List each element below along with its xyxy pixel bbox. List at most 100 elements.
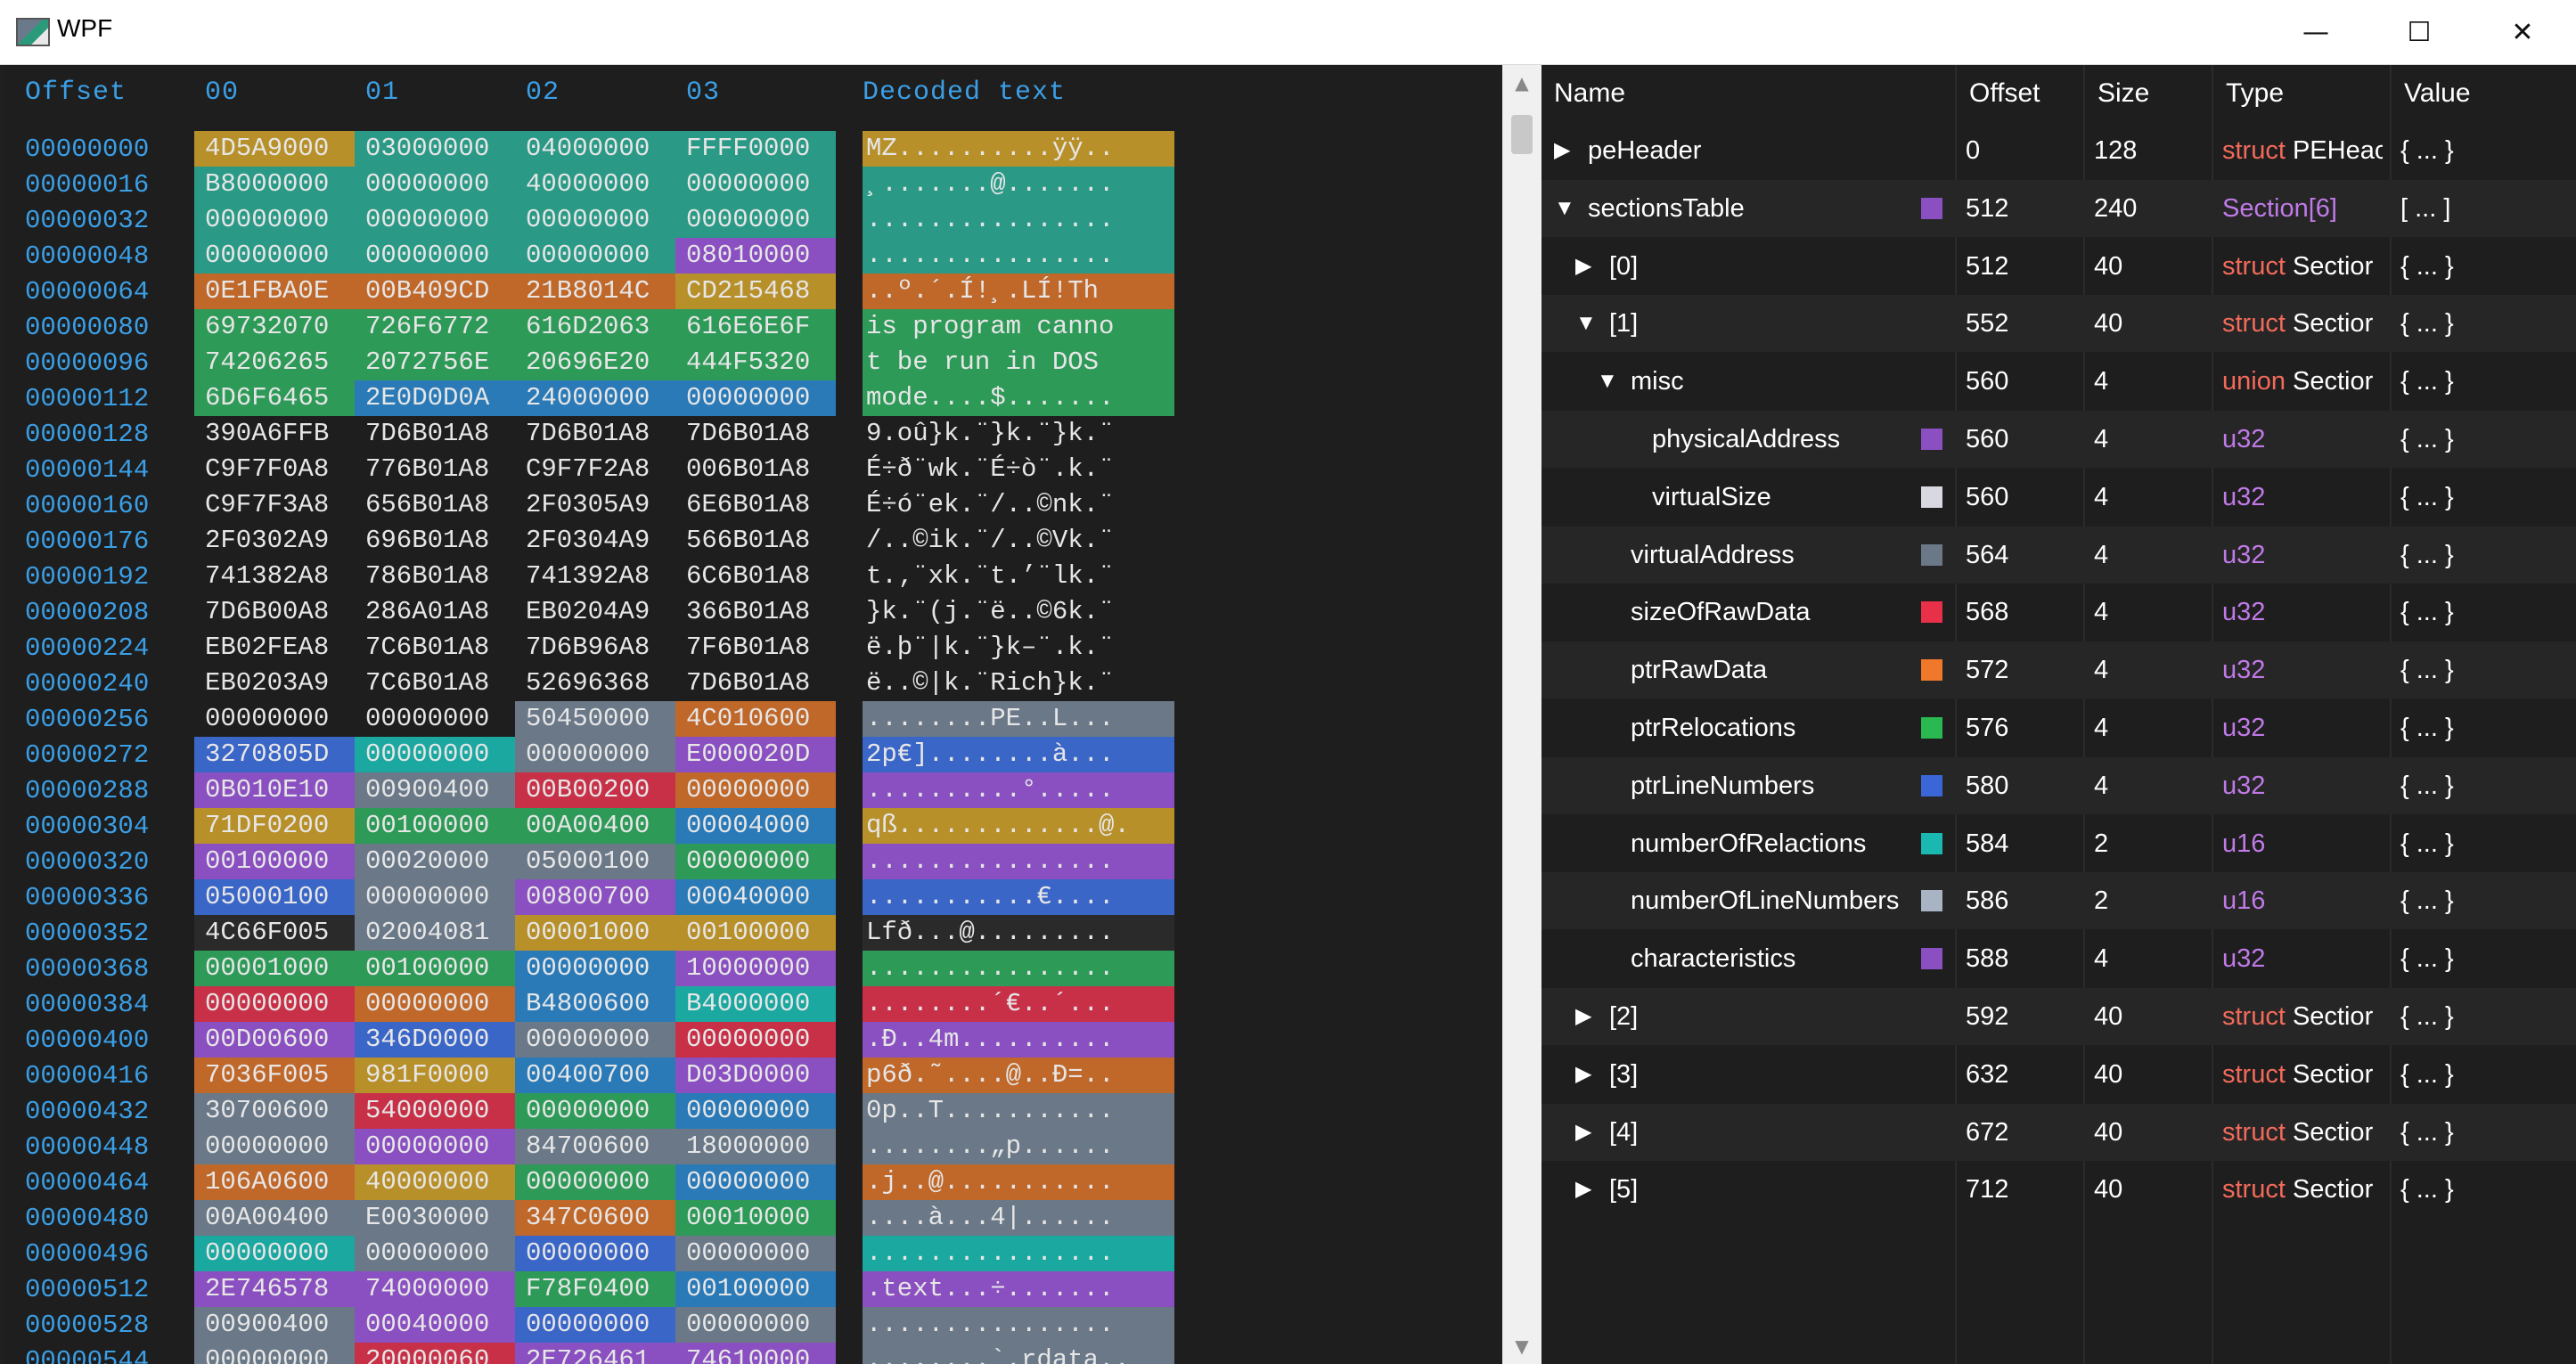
decoded-text[interactable]: ë..©|k.¨Rich}k.¨: [866, 668, 1115, 698]
decoded-text[interactable]: 2p€]........à...: [863, 737, 1174, 772]
maximize-button[interactable]: ☐: [2407, 16, 2432, 48]
tree-row[interactable]: physicalAddress 560 4 u32 { ... }: [1542, 411, 2576, 468]
hex-cell[interactable]: F78F0400: [515, 1271, 675, 1307]
hex-cell[interactable]: 40000000: [515, 167, 675, 202]
hex-cell[interactable]: 00000000: [675, 167, 836, 202]
hex-cell[interactable]: 0B010E10: [194, 772, 355, 808]
decoded-text[interactable]: ........PE..L...: [863, 701, 1174, 737]
hex-cell[interactable]: 30700600: [194, 1093, 355, 1129]
hex-cell[interactable]: 74000000: [355, 1271, 515, 1307]
decoded-text[interactable]: ........`.rdata..: [863, 1343, 1174, 1364]
decoded-text[interactable]: ................: [863, 844, 1174, 879]
hex-cell[interactable]: 00000000: [675, 1093, 836, 1129]
hex-cell[interactable]: 00000000: [355, 879, 515, 915]
hex-cell[interactable]: 00900400: [194, 1307, 355, 1343]
hex-cell[interactable]: 00100000: [194, 844, 355, 879]
hex-cell[interactable]: 4C66F005: [194, 915, 355, 951]
hex-cell[interactable]: 566B01A8: [686, 526, 811, 555]
tree-row[interactable]: ▼ sectionsTable 512 240 Section[6] [ ... ]: [1542, 179, 2576, 237]
hex-cell[interactable]: 00000000: [515, 1236, 675, 1271]
decoded-text[interactable]: É÷ð¨wk.¨É÷ò¨.k.¨: [866, 454, 1115, 484]
decoded-text[interactable]: ¸.......@.......: [863, 167, 1174, 202]
hex-cell[interactable]: 2E726461: [515, 1343, 675, 1364]
hex-cell[interactable]: 50450000: [515, 701, 675, 737]
hex-cell[interactable]: 786B01A8: [365, 561, 490, 591]
hex-cell[interactable]: 02004081: [355, 915, 515, 951]
hex-cell[interactable]: 24000000: [515, 380, 675, 416]
hex-cell[interactable]: 390A6FFB: [205, 419, 330, 448]
hex-cell[interactable]: 726F6772: [355, 309, 515, 345]
expand-icon[interactable]: ▶: [1575, 253, 1592, 278]
hex-scrollbar[interactable]: ▲ ▼: [1502, 65, 1542, 1364]
decoded-text[interactable]: ................: [863, 238, 1174, 274]
hex-cell[interactable]: C9F7F2A8: [526, 454, 650, 484]
hex-cell[interactable]: 346D0000: [355, 1022, 515, 1058]
hex-cell[interactable]: 6C6B01A8: [686, 561, 811, 591]
hex-cell[interactable]: 00000000: [675, 1236, 836, 1271]
hex-cell[interactable]: FFFF0000: [675, 131, 836, 167]
decoded-text[interactable]: Lfð...@.........: [863, 915, 1174, 951]
scroll-up-icon[interactable]: ▲: [1515, 72, 1529, 94]
hex-cell[interactable]: 00000000: [515, 737, 675, 772]
tree-row[interactable]: ▼ misc 560 4 union Sectior { ... }: [1542, 353, 2576, 410]
hex-cell[interactable]: 00000000: [675, 1307, 836, 1343]
hex-cell[interactable]: 00000000: [515, 202, 675, 238]
hex-cell[interactable]: 6E6B01A8: [686, 490, 811, 519]
pattern-tree[interactable]: Name Offset Size Type Value ▶ peHeader 0 12…: [1542, 65, 2576, 1364]
expand-icon[interactable]: ▶: [1575, 1004, 1592, 1028]
hex-cell[interactable]: 00000000: [194, 1343, 355, 1364]
decoded-text[interactable]: ................: [863, 1236, 1174, 1271]
hex-cell[interactable]: 00100000: [355, 808, 515, 844]
tree-row[interactable]: ▶ [3] 632 40 struct Sectior { ... }: [1542, 1046, 2576, 1103]
hex-cell[interactable]: 00000000: [355, 986, 515, 1022]
decoded-text[interactable]: ë.þ¨|k.¨}k–¨.k.¨: [866, 633, 1115, 662]
hex-cell[interactable]: 00100000: [675, 915, 836, 951]
hex-cell[interactable]: 00010000: [675, 1200, 836, 1236]
tree-row[interactable]: characteristics 588 4 u32 { ... }: [1542, 930, 2576, 987]
hex-cell[interactable]: C9F7F0A8: [205, 454, 330, 484]
hex-cell[interactable]: 00800700: [515, 879, 675, 915]
decoded-text[interactable]: .text...÷.......: [863, 1271, 1174, 1307]
hex-cell[interactable]: 00020000: [355, 844, 515, 879]
decoded-text[interactable]: ........´€..´...: [863, 986, 1174, 1022]
minimize-button[interactable]: —: [2302, 16, 2329, 48]
hex-cell[interactable]: 00000000: [675, 844, 836, 879]
hex-cell[interactable]: 05000100: [194, 879, 355, 915]
hex-cell[interactable]: 006B01A8: [686, 454, 811, 484]
hex-cell[interactable]: 10000000: [675, 951, 836, 986]
hex-cell[interactable]: 741392A8: [526, 561, 650, 591]
hex-cell[interactable]: 981F0000: [355, 1058, 515, 1093]
tree-row[interactable]: virtualAddress 564 4 u32 { ... }: [1542, 526, 2576, 584]
hex-cell[interactable]: D03D0000: [675, 1058, 836, 1093]
hex-cell[interactable]: 616E6E6F: [675, 309, 836, 345]
expand-icon[interactable]: ▶: [1575, 1177, 1592, 1202]
hex-cell[interactable]: 00000000: [355, 202, 515, 238]
hex-cell[interactable]: 656B01A8: [365, 490, 490, 519]
scroll-thumb[interactable]: [1511, 115, 1533, 154]
hex-cell[interactable]: 2E0D0D0A: [355, 380, 515, 416]
hex-cell[interactable]: B4000000: [675, 986, 836, 1022]
decoded-text[interactable]: qß.............@.: [863, 808, 1174, 844]
hex-cell[interactable]: B8000000: [194, 167, 355, 202]
hex-cell[interactable]: 04000000: [515, 131, 675, 167]
hex-cell[interactable]: 2F0302A9: [205, 526, 330, 555]
decoded-text[interactable]: .Ð..4m..........: [863, 1022, 1174, 1058]
hex-cell[interactable]: 00001000: [194, 951, 355, 986]
decoded-text[interactable]: ................: [863, 951, 1174, 986]
hex-cell[interactable]: 00000000: [355, 737, 515, 772]
hex-cell[interactable]: C9F7F3A8: [205, 490, 330, 519]
tree-row[interactable]: ▶ [0] 512 40 struct Sectior { ... }: [1542, 238, 2576, 295]
decoded-text[interactable]: ..º.´.Í!¸.LÍ!Th: [863, 274, 1174, 309]
decoded-text[interactable]: 9.oû}k.¨}k.¨}k.¨: [866, 419, 1115, 448]
tree-row[interactable]: ptrRawData 572 4 u32 { ... }: [1542, 641, 2576, 699]
hex-cell[interactable]: 7036F005: [194, 1058, 355, 1093]
tree-row[interactable]: virtualSize 560 4 u32 { ... }: [1542, 469, 2576, 526]
tree-row[interactable]: ▶ [4] 672 40 struct Sectior { ... }: [1542, 1103, 2576, 1161]
size-column-header[interactable]: Size: [2098, 78, 2150, 108]
hex-cell[interactable]: EB0203A9: [205, 668, 330, 698]
hex-cell[interactable]: 00000000: [355, 1129, 515, 1164]
hex-cell[interactable]: B4800600: [515, 986, 675, 1022]
collapse-icon[interactable]: ▼: [1554, 195, 1575, 220]
decoded-text[interactable]: MZ..........ÿÿ..: [863, 131, 1174, 167]
collapse-icon[interactable]: ▼: [1597, 369, 1618, 394]
